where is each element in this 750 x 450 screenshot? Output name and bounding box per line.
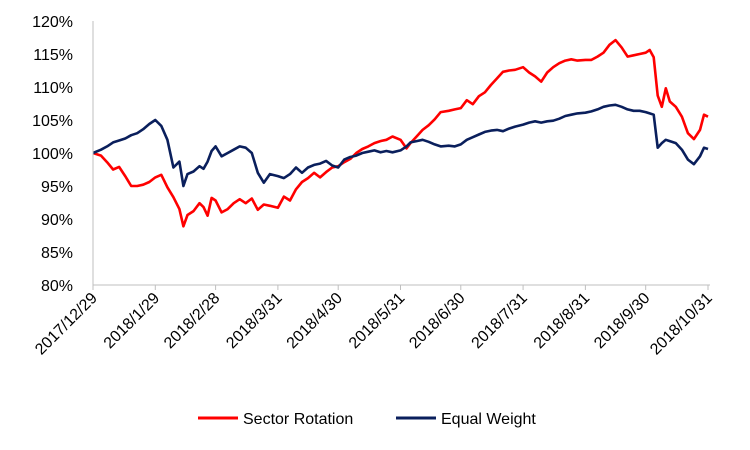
series-line-sector-rotation <box>92 38 709 228</box>
x-tick-label: 2018/2/28 <box>161 290 223 352</box>
x-tick-label: 2018/8/31 <box>531 290 593 352</box>
legend-item-sector-rotation: Sector Rotation <box>198 411 353 428</box>
x-tick-label: 2018/6/30 <box>406 290 468 352</box>
plot-area: 80% 85% 90% 95% 100% 105% 110% 115% 120% 2017/12… <box>32 14 716 358</box>
y-tick-label: 100% <box>32 146 73 163</box>
x-tick-label: 2018/9/30 <box>591 290 653 352</box>
x-tick-label: 2018/7/31 <box>469 290 531 352</box>
y-tick-label: 115% <box>33 47 73 64</box>
x-tick-label: 2018/10/31 <box>647 290 716 359</box>
y-tick-label: 95% <box>41 179 73 196</box>
y-tick-label: 85% <box>41 245 73 262</box>
legend-label-sector-rotation: Sector Rotation <box>243 411 353 428</box>
x-tick-label: 2018/5/31 <box>346 290 408 352</box>
y-tick-label: 90% <box>41 212 73 229</box>
legend: Sector Rotation Equal Weight <box>198 411 536 428</box>
series-layer <box>92 38 709 228</box>
y-tick-label: 110% <box>33 80 73 97</box>
y-tick-label: 120% <box>32 14 73 31</box>
x-tick-label: 2017/12/29 <box>32 290 101 359</box>
x-tick-label: 2018/4/30 <box>284 290 346 352</box>
legend-label-equal-weight: Equal Weight <box>441 411 536 428</box>
y-tick-label: 80% <box>41 278 73 295</box>
y-tick-label: 105% <box>32 113 73 130</box>
series-line-equal-weight <box>92 103 709 188</box>
x-tick-label: 2018/3/31 <box>223 290 285 352</box>
x-tick-label: 2018/1/29 <box>101 290 163 352</box>
legend-item-equal-weight: Equal Weight <box>396 411 536 428</box>
y-axis-ticks: 80% 85% 90% 95% 100% 105% 110% 115% 120% <box>32 14 73 295</box>
